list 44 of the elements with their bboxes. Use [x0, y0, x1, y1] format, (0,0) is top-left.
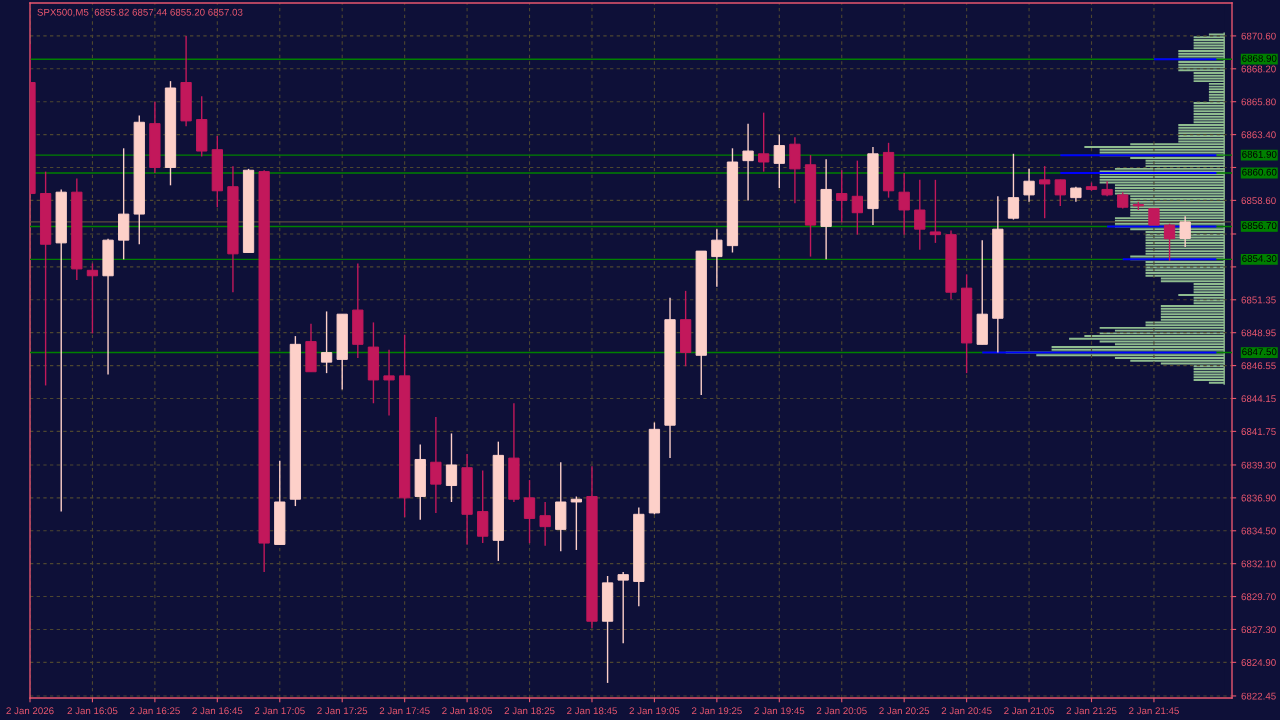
y-tick-label: 6848.95: [1241, 329, 1276, 337]
y-tick-label: 6846.55: [1241, 362, 1276, 370]
x-tick-label: 2 Jan 19:05: [629, 707, 680, 715]
x-tick-label: 2 Jan 21:25: [1066, 707, 1117, 715]
x-tick-label: 2 Jan 16:25: [129, 707, 180, 715]
x-tick-label: 2 Jan 18:45: [567, 707, 617, 715]
x-tick-label: 2 Jan 16:05: [67, 707, 118, 715]
y-tick-label: 6851.35: [1241, 296, 1276, 304]
ref-line-label: 6847.50: [1242, 348, 1277, 356]
y-tick-label: 6868.20: [1241, 65, 1276, 73]
x-tick-label: 2 Jan 20:05: [816, 707, 867, 715]
y-tick-label: 6870.60: [1241, 32, 1276, 40]
y-tick-label: 6865.80: [1241, 98, 1276, 106]
x-tick-label: 2 Jan 17:45: [379, 707, 430, 715]
x-tick-label: 2 Jan 20:45: [941, 707, 992, 715]
y-tick-label: 6863.40: [1241, 131, 1276, 139]
y-tick-label: 6841.75: [1241, 428, 1276, 435]
x-tick-label: 2 Jan 17:05: [254, 707, 305, 715]
x-tick-label: 2 Jan 19:45: [754, 707, 805, 715]
y-tick-label: 6834.50: [1241, 527, 1276, 535]
y-tick-label: 6822.45: [1241, 692, 1276, 700]
x-tick-label: 2 Jan 18:25: [504, 707, 555, 715]
y-tick-label: 6824.90: [1241, 659, 1276, 666]
y-tick-label: 6858.60: [1241, 197, 1276, 205]
y-tick-label: 6836.90: [1241, 494, 1276, 502]
y-tick-label: 6839.30: [1241, 461, 1276, 469]
x-tick-label: 2 Jan 19:25: [691, 707, 742, 715]
y-tick-label: 6832.10: [1241, 560, 1276, 568]
ref-line-label: 6856.70: [1242, 222, 1277, 230]
ref-line-label: 6868.90: [1242, 54, 1277, 62]
text: SPX500,M5 6855.82 6857.44 6855.20 6857.03: [37, 8, 243, 17]
x-tick-label: 2 Jan 2026: [6, 707, 54, 715]
x-tick-label: 2 Jan 16:45: [192, 707, 243, 715]
x-tick-label: 2 Jan 21:45: [1129, 707, 1179, 715]
ref-line-label: 6860.60: [1242, 168, 1277, 176]
y-tick-label: 6827.30: [1241, 626, 1276, 634]
y-tick-label: 6844.15: [1241, 395, 1276, 403]
ref-line-label: 6854.30: [1242, 255, 1277, 262]
x-tick-label: 2 Jan 20:25: [879, 707, 930, 715]
x-tick-label: 2 Jan 17:25: [317, 707, 368, 715]
ref-line-label: 6861.90: [1242, 150, 1277, 158]
y-tick-label: 6829.70: [1241, 593, 1276, 601]
x-tick-label: 2 Jan 21:05: [1004, 707, 1055, 715]
x-tick-label: 2 Jan 18:05: [442, 707, 493, 715]
